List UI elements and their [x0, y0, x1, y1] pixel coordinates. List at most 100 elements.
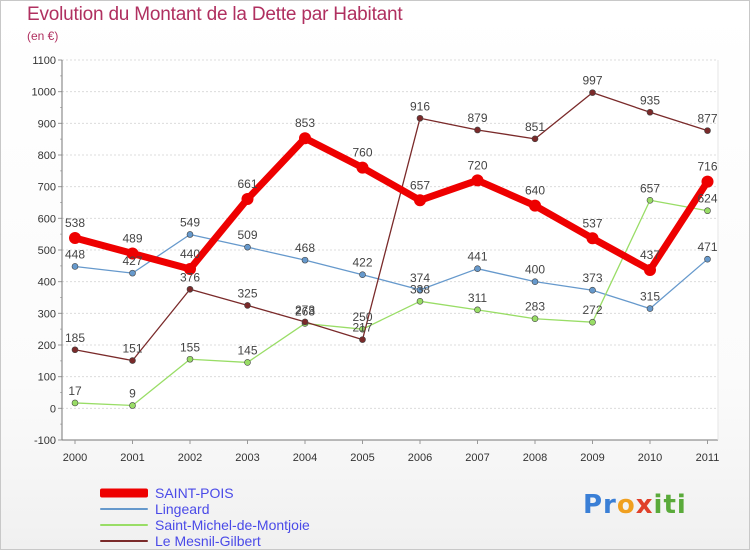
data-point — [701, 175, 714, 188]
y-tick-label: 600 — [38, 213, 56, 225]
data-label: 145 — [237, 343, 257, 357]
data-point — [414, 194, 426, 207]
legend-label: Saint-Michel-de-Montjoie — [155, 517, 310, 533]
legend-swatch — [100, 524, 148, 526]
data-label: 185 — [65, 331, 85, 345]
y-tick-label: 900 — [38, 118, 56, 130]
legend-swatch — [100, 540, 148, 542]
y-tick-label: 1100 — [32, 55, 56, 67]
legend-swatch — [100, 488, 148, 498]
data-point — [416, 297, 424, 305]
legend-label: Lingeard — [155, 501, 210, 517]
y-tick-label: -100 — [34, 435, 56, 447]
data-label: 17 — [68, 384, 82, 398]
data-label: 720 — [467, 158, 487, 172]
data-label: 760 — [352, 146, 372, 160]
data-point — [71, 346, 79, 354]
data-label: 853 — [295, 116, 315, 130]
data-point — [531, 135, 539, 143]
data-point — [129, 402, 136, 409]
data-label: 448 — [65, 247, 85, 261]
chart-unit: (en €) — [27, 29, 59, 43]
data-point — [241, 193, 254, 206]
data-label: 422 — [352, 256, 372, 270]
data-label: 657 — [410, 178, 430, 192]
data-point — [474, 265, 481, 272]
data-label: 374 — [410, 271, 430, 285]
data-point — [301, 256, 309, 264]
x-tick-label: 2000 — [63, 452, 87, 464]
data-point — [471, 174, 484, 187]
data-point — [529, 199, 541, 212]
data-label: 877 — [697, 112, 717, 126]
data-label: 509 — [237, 228, 257, 242]
legend-swatch — [100, 508, 148, 510]
data-point — [129, 357, 136, 364]
series-line-saint-michel-de-montjoie — [74, 199, 709, 407]
x-tick-label: 2005 — [350, 452, 374, 464]
data-label: 661 — [237, 177, 257, 191]
data-label: 657 — [640, 181, 660, 195]
data-label: 272 — [582, 303, 602, 317]
data-point — [589, 318, 596, 326]
x-tick-label: 2011 — [696, 452, 720, 464]
x-tick-label: 2004 — [293, 452, 317, 464]
y-tick-label: 300 — [38, 308, 56, 320]
x-tick-label: 2010 — [638, 452, 662, 464]
data-label: 9 — [129, 386, 136, 400]
data-label: 471 — [697, 240, 717, 254]
data-point — [646, 305, 654, 312]
data-label: 538 — [65, 216, 85, 230]
data-point — [474, 306, 481, 314]
data-point — [416, 114, 424, 122]
x-tick-label: 2006 — [408, 452, 432, 464]
data-label: 468 — [295, 241, 315, 255]
data-label: 273 — [295, 303, 315, 317]
data-point — [359, 336, 366, 343]
data-point — [704, 127, 711, 134]
data-point — [184, 263, 196, 275]
chart-title: Evolution du Montant de la Dette par Hab… — [27, 4, 403, 25]
data-label: 537 — [582, 216, 602, 230]
series-line-le-mesnil-gilbert — [74, 91, 709, 362]
data-point — [126, 247, 139, 260]
y-tick-label: 400 — [38, 277, 56, 289]
data-label: 315 — [640, 290, 660, 304]
data-label: 373 — [582, 271, 602, 285]
data-label: 217 — [352, 321, 372, 335]
data-label: 916 — [410, 99, 430, 113]
data-point — [704, 207, 711, 215]
proxiti-logo: Proxiti — [583, 490, 687, 520]
x-tick-label: 2003 — [235, 452, 259, 464]
data-label: 440 — [180, 247, 200, 261]
data-point — [704, 255, 711, 263]
data-label: 151 — [122, 342, 142, 356]
data-point — [301, 318, 309, 326]
x-tick-label: 2002 — [178, 452, 202, 464]
data-label: 268 — [295, 304, 315, 318]
data-point — [531, 315, 539, 323]
data-point — [186, 355, 194, 363]
data-point — [71, 263, 79, 270]
y-tick-label: 500 — [38, 245, 56, 257]
data-point — [186, 231, 194, 238]
data-label: 624 — [697, 192, 717, 206]
data-label: 441 — [467, 250, 487, 264]
series-line-lingeard — [74, 233, 709, 310]
data-label: 549 — [180, 215, 200, 229]
data-label: 311 — [468, 291, 487, 305]
data-point — [244, 359, 251, 366]
data-label: 640 — [525, 184, 545, 198]
y-tick-label: 1000 — [32, 87, 56, 99]
data-point — [589, 286, 596, 294]
data-label: 250 — [352, 310, 372, 324]
x-tick-label: 2007 — [465, 452, 489, 464]
data-label: 283 — [525, 300, 545, 314]
data-label: 437 — [640, 248, 660, 262]
data-label: 851 — [525, 120, 545, 134]
y-tick-label: 200 — [38, 340, 56, 352]
data-point — [416, 286, 424, 294]
data-label: 935 — [640, 93, 660, 107]
data-point — [244, 243, 251, 251]
y-tick-label: 100 — [38, 372, 56, 384]
